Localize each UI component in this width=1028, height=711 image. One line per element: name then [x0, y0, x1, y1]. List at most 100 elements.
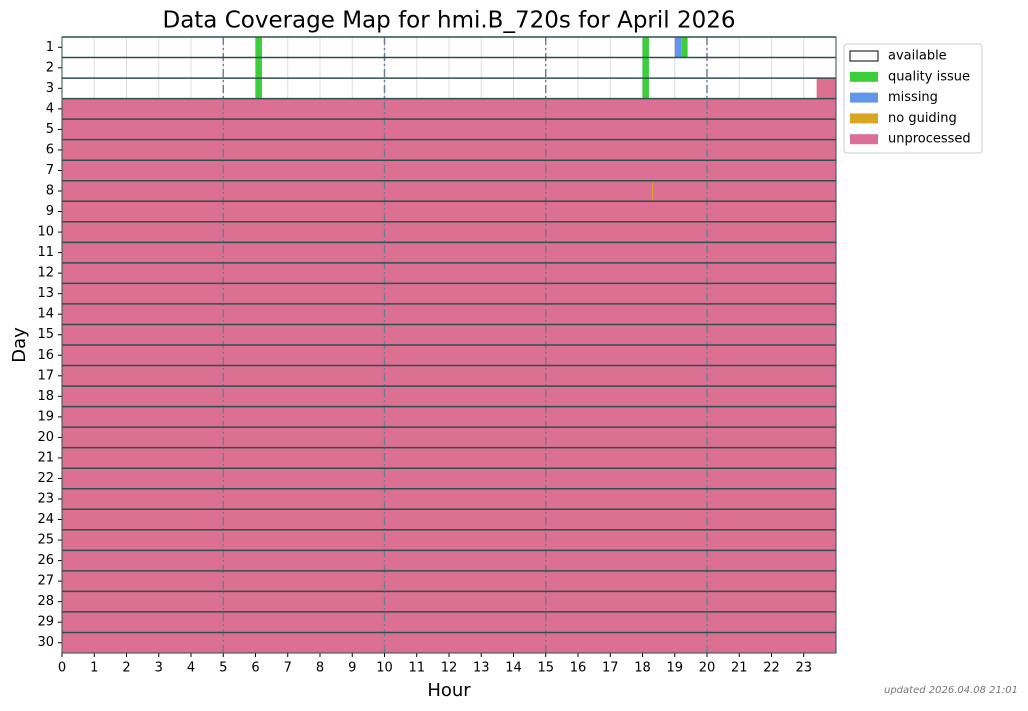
coverage-segment: [62, 570, 836, 592]
coverage-segment: [255, 57, 262, 79]
legend-label: quality issue: [888, 69, 970, 84]
y-tick-label: 4: [46, 101, 54, 116]
y-tick-label: 7: [46, 163, 54, 178]
y-tick-label: 21: [37, 450, 54, 465]
y-tick-label: 3: [46, 81, 54, 96]
coverage-segment: [62, 611, 836, 633]
legend-label: available: [888, 49, 947, 64]
x-tick-label: 8: [316, 661, 324, 676]
legend-swatch: [850, 134, 878, 145]
legend-swatch: [850, 92, 878, 103]
y-tick-label: 6: [46, 142, 54, 157]
coverage-segment: [62, 139, 836, 161]
legend-swatch: [849, 50, 879, 62]
x-tick-label: 20: [699, 661, 716, 676]
coverage-segment: [62, 591, 836, 612]
x-tick-label: 14: [505, 661, 522, 676]
legend-swatch: [850, 113, 878, 124]
coverage-segment: [642, 37, 649, 58]
coverage-segment: [62, 283, 836, 304]
y-tick-label: 1: [46, 40, 54, 55]
x-tick-label: 18: [634, 661, 651, 676]
chart-title: Data Coverage Map for hmi.B_720s for Apr…: [162, 8, 735, 34]
coverage-segment: [62, 221, 836, 243]
x-tick-label: 4: [187, 661, 195, 676]
plot-frame: [61, 36, 837, 654]
y-tick-label: 8: [46, 184, 54, 199]
y-tick-label: 28: [37, 594, 54, 609]
y-tick-label: 9: [46, 204, 54, 219]
x-tick-label: 21: [731, 661, 748, 676]
x-tick-label: 11: [408, 661, 425, 676]
y-tick-label: 26: [37, 553, 54, 568]
coverage-segment: [62, 262, 836, 284]
coverage-segment: [62, 303, 836, 325]
coverage-segment: [62, 98, 836, 120]
legend-label: no guiding: [888, 111, 957, 126]
coverage-segment: [62, 488, 836, 510]
coverage-segment: [642, 78, 649, 99]
y-tick-label: 13: [37, 286, 54, 301]
y-tick-label: 24: [37, 512, 54, 527]
coverage-segment: [62, 119, 836, 140]
x-axis-label: Hour: [427, 680, 471, 701]
x-tick-label: 17: [602, 661, 619, 676]
y-tick-label: 19: [37, 409, 54, 424]
legend-frame: [843, 43, 983, 154]
coverage-segment: [255, 78, 262, 99]
y-tick-label: 17: [37, 368, 54, 383]
coverage-segment: [681, 37, 688, 58]
y-tick-label: 20: [37, 430, 54, 445]
y-tick-label: 5: [46, 122, 54, 137]
y-tick-label: 16: [37, 348, 54, 363]
x-tick-label: 23: [795, 661, 812, 676]
coverage-segment: [62, 180, 836, 202]
y-tick-label: 11: [37, 245, 54, 260]
coverage-segment: [652, 180, 654, 202]
x-tick-label: 7: [284, 661, 292, 676]
coverage-segment: [62, 550, 836, 571]
y-tick-label: 15: [37, 327, 54, 342]
y-tick-label: 2: [46, 60, 54, 75]
y-tick-label: 14: [37, 307, 54, 322]
y-tick-label: 23: [37, 492, 54, 507]
coverage-segment: [62, 365, 836, 387]
x-tick-label: 10: [376, 661, 393, 676]
coverage-segment: [62, 345, 836, 366]
y-tick-label: 10: [37, 225, 54, 240]
coverage-segment: [62, 160, 836, 181]
coverage-segment: [674, 37, 682, 58]
x-tick-label: 19: [666, 661, 683, 676]
x-tick-label: 13: [473, 661, 490, 676]
y-tick-label: 30: [37, 635, 54, 650]
coverage-segment: [62, 509, 836, 530]
x-tick-label: 6: [251, 661, 259, 676]
y-axis-label: Day: [9, 327, 30, 363]
legend-label: unprocessed: [888, 132, 971, 147]
x-tick-label: 5: [219, 661, 227, 676]
coverage-segment: [62, 406, 836, 428]
coverage-segment: [62, 201, 836, 222]
coverage-segment: [642, 57, 649, 79]
coverage-segment: [62, 427, 836, 448]
x-tick-label: 15: [537, 661, 554, 676]
x-tick-label: 0: [58, 661, 66, 676]
y-tick-label: 12: [37, 266, 54, 281]
x-tick-label: 22: [763, 661, 780, 676]
y-tick-label: 22: [37, 471, 54, 486]
y-tick-label: 27: [37, 574, 54, 589]
coverage-segment: [816, 78, 836, 99]
coverage-segment: [62, 632, 836, 653]
y-tick-label: 25: [37, 533, 54, 548]
x-tick-label: 1: [90, 661, 98, 676]
y-tick-label: 18: [37, 389, 54, 404]
coverage-segment: [62, 529, 836, 551]
coverage-segment: [62, 324, 836, 345]
x-tick-label: 2: [122, 661, 130, 676]
x-tick-label: 16: [570, 661, 587, 676]
x-tick-label: 12: [441, 661, 458, 676]
x-tick-label: 3: [155, 661, 163, 676]
coverage-segment: [62, 242, 836, 263]
coverage-segment: [255, 37, 262, 58]
